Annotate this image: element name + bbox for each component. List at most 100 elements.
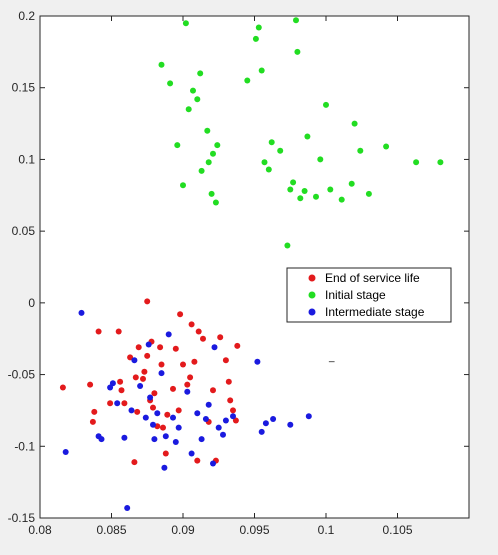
data-point[interactable] bbox=[174, 142, 181, 149]
data-point[interactable] bbox=[217, 334, 224, 341]
data-point[interactable] bbox=[150, 421, 156, 428]
data-point[interactable] bbox=[188, 450, 195, 457]
data-point[interactable] bbox=[194, 410, 201, 417]
data-point[interactable] bbox=[147, 394, 154, 401]
data-point[interactable] bbox=[265, 166, 272, 173]
data-point[interactable] bbox=[215, 424, 222, 431]
data-point[interactable] bbox=[210, 387, 216, 394]
data-point[interactable] bbox=[205, 159, 212, 166]
data-point[interactable] bbox=[124, 505, 131, 511]
data-point[interactable] bbox=[190, 87, 196, 94]
data-point[interactable] bbox=[254, 358, 261, 365]
data-point[interactable] bbox=[202, 416, 209, 422]
data-point[interactable] bbox=[230, 407, 236, 414]
data-point[interactable] bbox=[200, 335, 206, 342]
data-point[interactable] bbox=[175, 424, 182, 431]
data-point[interactable] bbox=[258, 67, 265, 74]
data-point[interactable] bbox=[277, 147, 284, 154]
data-point[interactable] bbox=[131, 357, 138, 364]
data-point[interactable] bbox=[198, 436, 205, 443]
data-point[interactable] bbox=[198, 167, 205, 174]
data-point[interactable] bbox=[107, 384, 114, 391]
data-point[interactable] bbox=[95, 328, 102, 335]
data-point[interactable] bbox=[98, 436, 105, 443]
data-point[interactable] bbox=[59, 384, 66, 391]
data-point[interactable] bbox=[114, 400, 121, 407]
data-point[interactable] bbox=[210, 150, 216, 157]
data-point[interactable] bbox=[175, 407, 182, 414]
data-point[interactable] bbox=[234, 342, 241, 349]
data-point[interactable] bbox=[262, 420, 269, 427]
data-point[interactable] bbox=[225, 378, 232, 385]
data-point[interactable] bbox=[177, 311, 184, 318]
data-point[interactable] bbox=[191, 358, 198, 365]
data-point[interactable] bbox=[134, 408, 141, 415]
data-point[interactable] bbox=[62, 449, 69, 455]
data-point[interactable] bbox=[255, 24, 262, 31]
data-point[interactable] bbox=[184, 388, 191, 395]
data-point[interactable] bbox=[317, 156, 324, 163]
data-point[interactable] bbox=[338, 196, 345, 203]
data-point[interactable] bbox=[212, 199, 219, 206]
data-point[interactable] bbox=[313, 193, 319, 200]
legend[interactable]: End of service life Initial stage Intermed… bbox=[286, 267, 452, 323]
data-point[interactable] bbox=[117, 378, 124, 385]
data-point[interactable] bbox=[167, 80, 174, 87]
data-point[interactable] bbox=[170, 385, 176, 392]
data-point[interactable] bbox=[205, 401, 212, 408]
data-point[interactable] bbox=[287, 421, 294, 428]
data-point[interactable] bbox=[91, 408, 98, 415]
data-point[interactable] bbox=[158, 61, 165, 68]
data-point[interactable] bbox=[145, 341, 152, 348]
data-point[interactable] bbox=[151, 390, 158, 397]
data-point[interactable] bbox=[290, 179, 297, 186]
data-point[interactable] bbox=[222, 417, 229, 424]
data-point[interactable] bbox=[293, 17, 299, 24]
data-point[interactable] bbox=[383, 143, 390, 150]
data-point[interactable] bbox=[154, 410, 161, 417]
data-point[interactable] bbox=[151, 436, 158, 443]
data-point[interactable] bbox=[87, 381, 94, 388]
data-point[interactable] bbox=[268, 139, 275, 146]
data-point[interactable] bbox=[348, 180, 355, 187]
data-point[interactable] bbox=[157, 344, 164, 351]
data-point[interactable] bbox=[297, 195, 304, 202]
data-point[interactable] bbox=[137, 383, 144, 389]
data-point[interactable] bbox=[170, 414, 176, 421]
data-point[interactable] bbox=[172, 439, 179, 445]
data-point[interactable] bbox=[230, 413, 236, 420]
data-point[interactable] bbox=[304, 133, 311, 140]
data-point[interactable] bbox=[287, 186, 294, 193]
data-point[interactable] bbox=[158, 370, 165, 377]
data-point[interactable] bbox=[185, 106, 192, 113]
data-point[interactable] bbox=[284, 242, 291, 249]
data-point[interactable] bbox=[161, 464, 168, 471]
data-point[interactable] bbox=[204, 127, 211, 134]
data-point[interactable] bbox=[172, 345, 179, 352]
data-point[interactable] bbox=[89, 418, 96, 425]
data-point[interactable] bbox=[141, 368, 148, 375]
data-point[interactable] bbox=[109, 380, 116, 387]
data-point[interactable] bbox=[142, 414, 149, 421]
data-point[interactable] bbox=[301, 188, 308, 194]
data-point[interactable] bbox=[208, 190, 215, 197]
data-point[interactable] bbox=[258, 428, 265, 435]
data-point[interactable] bbox=[305, 413, 312, 420]
data-point[interactable] bbox=[187, 374, 194, 381]
data-point[interactable] bbox=[150, 404, 156, 411]
data-point[interactable] bbox=[131, 459, 138, 466]
data-point[interactable] bbox=[144, 352, 151, 359]
data-point[interactable] bbox=[327, 186, 334, 193]
data-point[interactable] bbox=[261, 159, 268, 166]
data-point[interactable] bbox=[182, 20, 189, 27]
data-point[interactable] bbox=[162, 450, 169, 457]
data-point[interactable] bbox=[162, 433, 169, 440]
data-point[interactable] bbox=[211, 344, 218, 351]
data-point[interactable] bbox=[188, 321, 195, 328]
data-point[interactable] bbox=[210, 460, 216, 467]
data-point[interactable] bbox=[158, 361, 165, 368]
data-point[interactable] bbox=[107, 400, 114, 407]
data-point[interactable] bbox=[164, 411, 171, 418]
data-point[interactable] bbox=[195, 328, 202, 335]
data-point[interactable] bbox=[140, 375, 146, 382]
